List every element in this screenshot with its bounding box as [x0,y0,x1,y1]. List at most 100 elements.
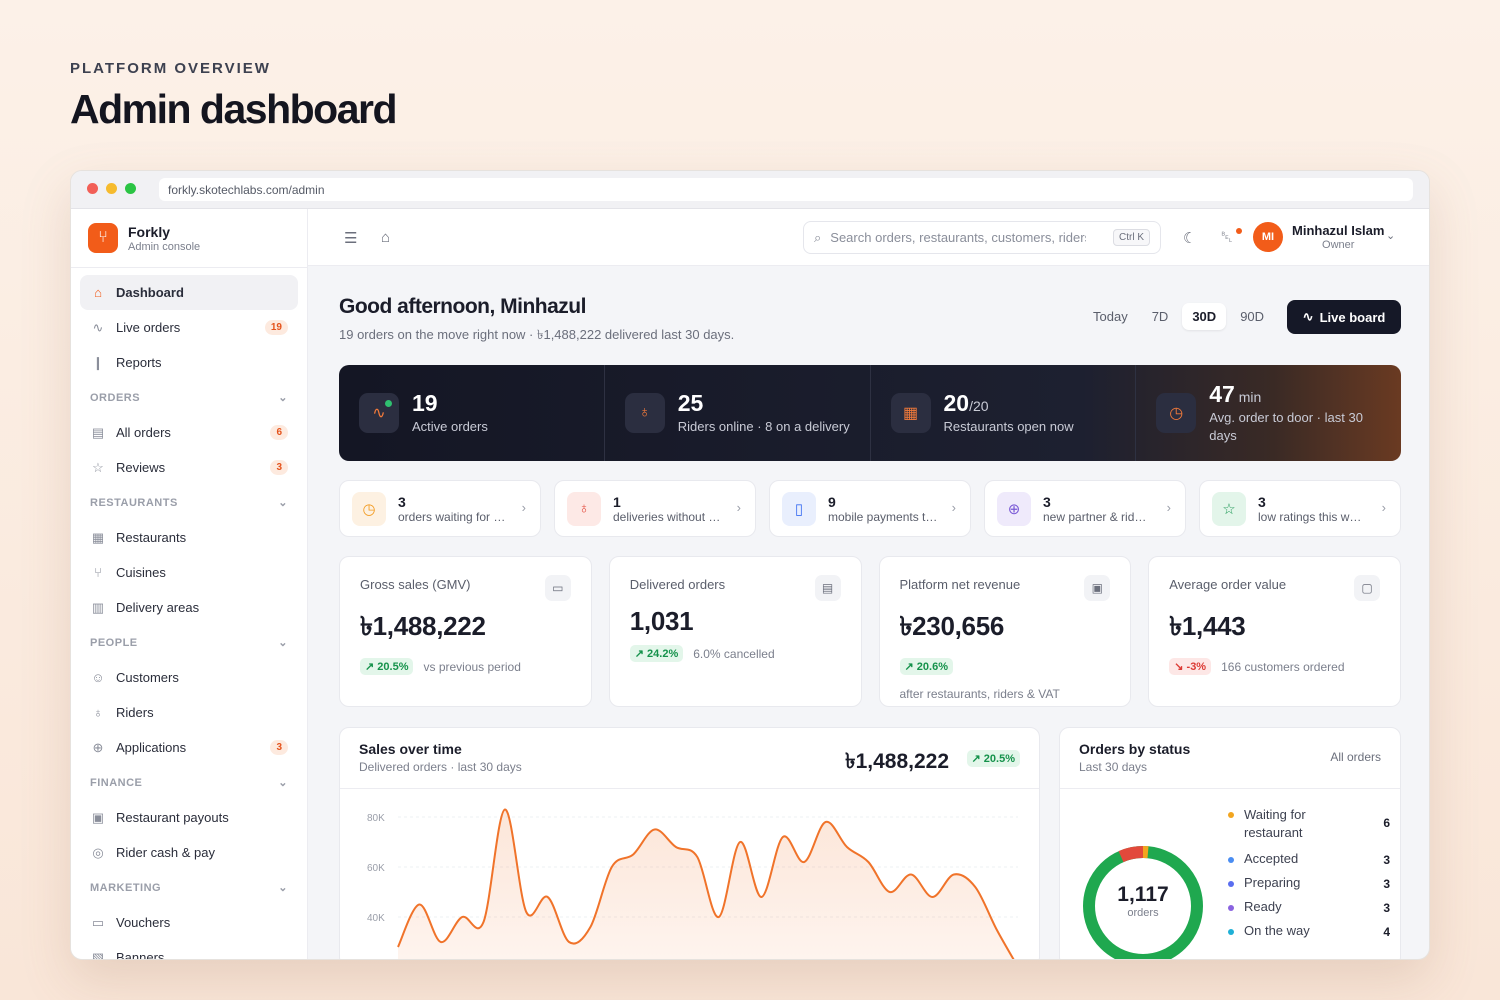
close-window-dot[interactable] [87,183,98,194]
sidebar-item-label: Reviews [116,460,166,475]
range-7d[interactable]: 7D [1151,309,1169,324]
donut-center: 1,117 orders [1082,883,1204,919]
kpi-value: ৳1,488,222 [360,611,486,641]
star-icon: ☆ [92,459,104,475]
avatar[interactable]: MI [1253,222,1283,252]
range-today[interactable]: Today [1093,309,1128,324]
section-title: PEOPLE [90,636,138,649]
count-badge: 3 [270,740,288,755]
sidebar-item-reports[interactable]: ❙ Reports [80,345,298,380]
sidebar-item-live-orders[interactable]: ∿ Live orders 19 [80,310,298,345]
sidebar-item-riders[interactable]: ♁ Riders [80,695,298,730]
live-board-button[interactable]: ∿ Live board [1287,300,1401,334]
kpi-net-revenue[interactable]: Platform net revenue ▣ ৳230,656 ↗ 20.6% … [878,556,1132,707]
kpi-average-order[interactable]: Average order value ▢ ৳1,443 ↘ -3% 166 cu… [1148,556,1401,707]
kpi-value: 1,031 [629,606,694,636]
donut-segment-cancelled [1118,845,1144,863]
alert-no-rider[interactable]: ♁ 1 deliveries without rider › [554,480,756,537]
sidebar-item-label: Cuisines [116,565,166,580]
user-menu[interactable]: Minhazul Islam Owner [1292,223,1384,251]
moon-icon[interactable]: ☾ [1183,230,1197,247]
bag-icon: ▢ [1354,575,1380,601]
panel-title: Orders by status [1079,741,1191,757]
sidebar-section-finance[interactable]: FINANCE ⌄ [80,765,298,800]
sidebar-item-rider-cash[interactable]: ◎ Rider cash & pay [80,835,298,870]
hero-suffix: min [1234,389,1262,405]
legend-item[interactable]: Ready 3 [1228,899,1390,915]
bike-icon: ♁ [567,491,601,526]
sidebar-item-customers[interactable]: ☺ Customers [80,660,298,695]
kpi-gross-sales[interactable]: Gross sales (GMV) ▭ ৳1,488,222 ↗ 20.5% vs… [339,556,592,707]
sidebar-section-orders[interactable]: ORDERS ⌄ [80,380,298,415]
sidebar-item-all-orders[interactable]: ▤ All orders 6 [80,415,298,450]
alert-count: 3 [398,493,406,510]
range-selector: Today 7D 30D 90D [1083,303,1274,330]
minimize-window-dot[interactable] [106,183,117,194]
maximize-window-dot[interactable] [125,183,136,194]
home-icon[interactable]: ⌂ [381,229,391,246]
sidebar-section-marketing[interactable]: MARKETING ⌄ [80,870,298,905]
hero-value: 19 [412,390,438,416]
alert-low-ratings[interactable]: ☆ 3 low ratings this week › [1199,480,1401,537]
brand[interactable]: ⑂ Forkly Admin console [88,221,200,255]
count-badge: 19 [264,320,288,335]
sidebar-item-delivery-areas[interactable]: ▥ Delivery areas [80,590,298,625]
trend-up-pill: ↗ 20.6% [899,658,953,675]
legend-item[interactable]: On the way 4 [1228,923,1390,939]
kpi-delivered-orders[interactable]: Delivered orders ▤ 1,031 ↗ 24.2% 6.0% can… [608,556,862,707]
panel-divider [340,788,1039,789]
sidebar-item-banners[interactable]: ▧ Banners [80,940,298,960]
legend-item[interactable]: Waiting for restaurant 6 [1228,806,1390,842]
sidebar-item-vouchers[interactable]: ▭ Vouchers [80,905,298,940]
hero-value: 20 [943,390,970,416]
hero-suffix: /20 [969,398,989,414]
sidebar-section-restaurants[interactable]: RESTAURANTS ⌄ [80,485,298,520]
legend-item[interactable]: Accepted 3 [1228,851,1390,867]
sidebar-item-dashboard[interactable]: ⌂ Dashboard [80,275,298,310]
users-icon: ☺ [91,670,105,685]
status-donut[interactable] [1082,845,1204,960]
kpi-label: Average order value [1169,577,1287,592]
sidebar-item-label: Restaurant payouts [116,810,229,825]
range-90d[interactable]: 90D [1240,309,1265,324]
status-filter[interactable]: All orders [1330,750,1381,764]
fork-logo-icon: ⑂ [88,223,118,253]
sales-area-chart[interactable]: 80K 60K 40K [340,789,1040,960]
chevron-right-icon: › [521,500,526,515]
store-icon: ▦ [890,393,931,433]
hero-stat-riders[interactable]: ♁ 25 Riders online · 8 on a delivery [605,365,871,461]
search-input[interactable]: ⌕ Search orders, restaurants, customers,… [803,221,1161,254]
user-name: Minhazul Islam [1292,223,1385,238]
kpi-note: 6.0% cancelled [693,646,775,661]
search-icon: ⌕ [814,229,822,245]
sidebar-section-people[interactable]: PEOPLE ⌄ [80,625,298,660]
image-icon: ▧ [91,949,105,960]
section-title: FINANCE [90,776,143,789]
clock-icon: ◷ [352,491,386,526]
chevron-down-icon: ⌄ [278,392,288,404]
sidebar-item-applications[interactable]: ⊕ Applications 3 [80,730,298,765]
sidebar-divider [71,267,307,268]
trend-up-pill: ↗ 24.2% [629,645,684,662]
sidebar-item-cuisines[interactable]: ⑂ Cuisines [80,555,298,590]
chevron-down-icon[interactable]: ⌄ [1386,230,1396,242]
bell-icon[interactable]: ␇ [1221,229,1234,246]
browser-chrome: forkly.skotechlabs.com/admin [71,171,1429,209]
sidebar-item-restaurant-payouts[interactable]: ▣ Restaurant payouts [80,800,298,835]
page-title: Admin dashboard [70,86,398,132]
sidebar-item-restaurants[interactable]: ▦ Restaurants [80,520,298,555]
address-bar[interactable]: forkly.skotechlabs.com/admin [159,178,1413,201]
hero-stat-delivery-time[interactable]: ◷ 47 min Avg. order to door · last 30 day… [1136,365,1401,461]
sidebar-item-reviews[interactable]: ☆ Reviews 3 [80,450,298,485]
alert-count: 3 [1258,493,1266,510]
range-30d[interactable]: 30D [1182,303,1227,330]
hero-stat-active-orders[interactable]: ∿ 19 Active orders [339,365,605,461]
kpi-note: 166 customers ordered [1221,659,1345,674]
trend-up-pill: ↗ 20.5% [360,658,414,675]
legend-item[interactable]: Preparing 3 [1228,875,1390,891]
menu-icon[interactable]: ☰ [344,230,358,247]
hero-stat-restaurants[interactable]: ▦ 20/20 Restaurants open now [871,365,1137,461]
